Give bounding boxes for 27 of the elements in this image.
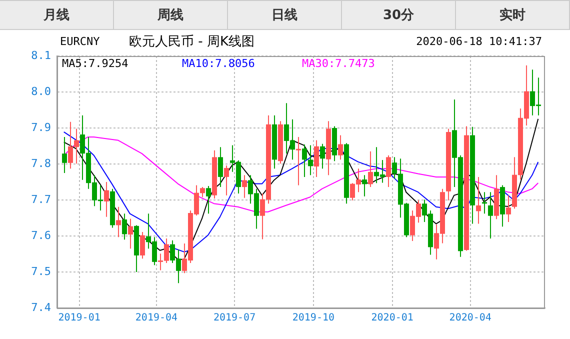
y-tick-label: 7.8	[31, 156, 51, 170]
text: 30分	[342, 0, 456, 29]
x-tick-label: 2019-07	[213, 312, 256, 324]
text: MA5:7.9254	[62, 56, 129, 70]
text: 周线	[114, 0, 228, 29]
y-tick-label: 7.5	[31, 264, 51, 278]
x-tick-label: 2020-04	[449, 312, 492, 324]
y-tick-label: 7.9	[31, 120, 51, 134]
text: 日线	[228, 0, 342, 29]
chart-title: 欧元人民币 - 周K线图	[129, 34, 254, 50]
text: 月线	[0, 0, 114, 29]
text: 实时	[456, 0, 570, 29]
text: EURCNY	[60, 34, 100, 48]
x-tick-label: 2020-01	[371, 312, 414, 324]
x-tick-label: 2019-01	[58, 312, 100, 324]
y-tick-label: 7.4	[31, 300, 52, 314]
text: MA30:7.7473	[302, 56, 375, 70]
candlestick	[482, 192, 487, 214]
y-tick-label: 7.7	[31, 192, 51, 206]
x-tick-label: 2019-10	[292, 312, 335, 324]
y-tick-label: 8.0	[31, 84, 51, 98]
y-tick-label: 7.6	[31, 228, 51, 242]
text: 2020-06-18 10:41:37	[416, 34, 542, 48]
candlestick	[296, 137, 301, 186]
x-tick-label: 2019-04	[135, 312, 178, 324]
y-tick-label: 8.1	[31, 48, 51, 62]
text: MA10:7.8056	[182, 56, 255, 70]
